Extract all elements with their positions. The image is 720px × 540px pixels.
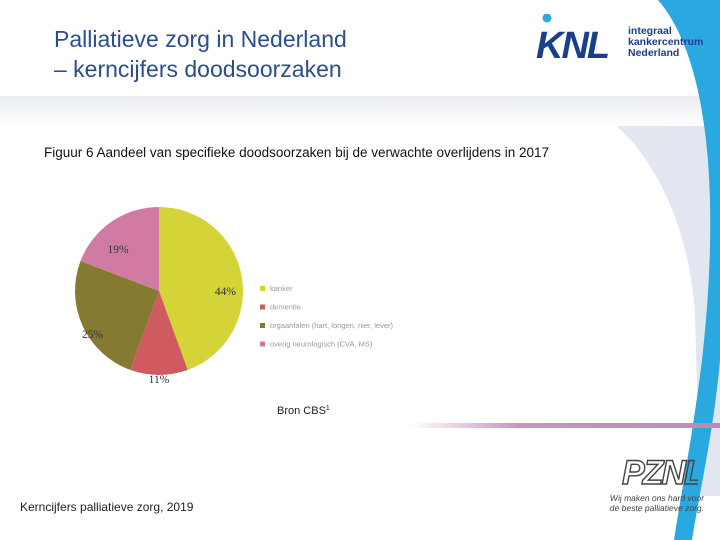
footer-text: Kerncijfers palliatieve zorg, 2019 bbox=[20, 500, 194, 514]
pznl-tagline-2: de beste palliatieve zorg. bbox=[609, 503, 705, 513]
pie-percent-label: 19% bbox=[107, 244, 129, 256]
source-note: Bron CBS1 bbox=[277, 405, 330, 417]
pie-percent-label: 11% bbox=[149, 374, 170, 386]
knl-text-line-2: kankercentrum bbox=[628, 36, 704, 48]
pink-divider-line bbox=[410, 423, 720, 428]
pie-percent-label: 44% bbox=[215, 286, 237, 298]
figure-caption: Figuur 6 Aandeel van specifieke doodsoor… bbox=[44, 145, 550, 160]
source-footnote-ref: 1 bbox=[325, 405, 330, 412]
legend-label: dementie bbox=[270, 303, 301, 312]
legend-swatch bbox=[260, 341, 265, 347]
knl-text-line-3: Nederland bbox=[628, 47, 680, 59]
legend-label: orgaanfalen (hart, longen, nier, lever) bbox=[270, 321, 393, 330]
header-strip bbox=[0, 96, 720, 126]
cyan-swoosh-decoration bbox=[658, 0, 720, 540]
pznl-logo-mark: PZNL bbox=[621, 453, 698, 490]
legend-label: overig neurologisch (CVA, MS) bbox=[270, 340, 373, 349]
pie-slice-overig bbox=[80, 207, 159, 291]
legend-swatch bbox=[260, 323, 265, 328]
knl-text-line-1: integraal bbox=[628, 25, 672, 37]
pznl-logo: PZNL Wij maken ons hard voor de beste pa… bbox=[596, 444, 720, 540]
pie-chart: 44% 11% 25% 19% kanker dementie orgaanfalen (… bbox=[75, 207, 393, 386]
source-text: Bron CBS bbox=[277, 405, 326, 417]
knl-mark-text: KNL bbox=[536, 25, 608, 66]
knl-logo-mark: KNL bbox=[536, 14, 610, 66]
pie-slice-orgaanfalen bbox=[75, 261, 159, 370]
slide-title: Palliatieve zorg in Nederland – kerncijf… bbox=[54, 24, 474, 84]
knl-logo: KNL integraal kankercentrum Nederland bbox=[536, 14, 716, 66]
slide-title-line-1: Palliatieve zorg in Nederland bbox=[54, 26, 347, 52]
legend-label: kanker bbox=[270, 284, 293, 293]
pie-percent-label: 25% bbox=[82, 329, 104, 341]
pznl-mark-text: PZNL bbox=[622, 454, 698, 490]
slide-title-line-2: – kerncijfers doodsoorzaken bbox=[54, 56, 342, 82]
legend-swatch bbox=[260, 286, 265, 291]
legend-swatch bbox=[260, 304, 265, 310]
pie-slice-kanker bbox=[159, 207, 243, 370]
pie-slice-dementie bbox=[130, 291, 188, 375]
pznl-tagline-1: Wij maken ons hard voor bbox=[609, 493, 705, 503]
